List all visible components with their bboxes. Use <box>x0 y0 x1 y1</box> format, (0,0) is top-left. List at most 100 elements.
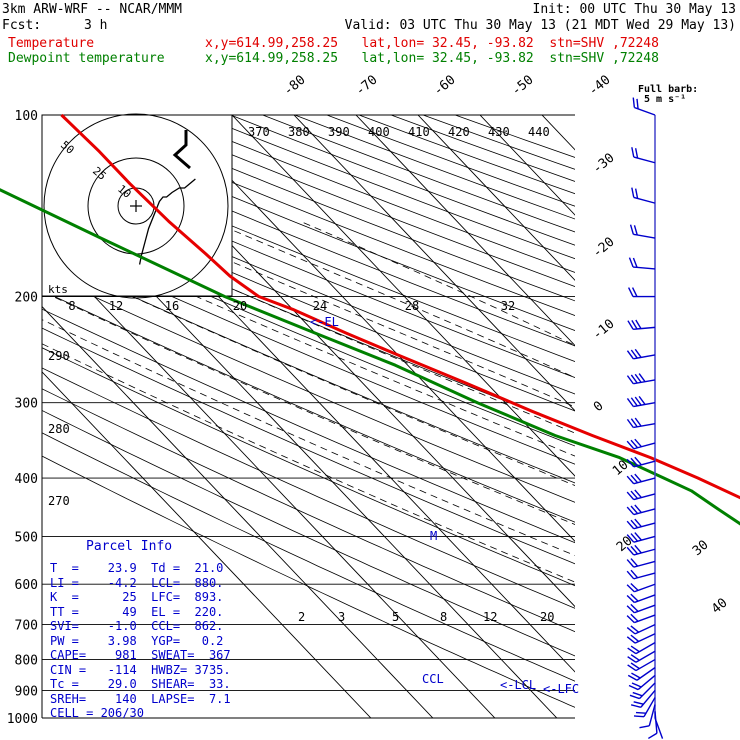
wind-barb-feather <box>626 534 635 543</box>
wind-barb <box>626 417 656 429</box>
parcel-info-row: SREH= 140 LAPSE= 7.1 <box>50 691 231 706</box>
pressure-tick-label: 800 <box>15 654 38 669</box>
wind-barb-feather <box>634 438 642 448</box>
dry-adiabat <box>42 327 575 565</box>
wind-barb-feather <box>635 319 642 329</box>
wind-barb <box>629 682 656 700</box>
wind-barb-feather <box>630 545 639 555</box>
wind-barb <box>627 658 656 672</box>
wind-barb-feather <box>636 98 639 109</box>
barb-note-title: Full barb: <box>638 84 699 95</box>
wind-barb <box>627 319 656 330</box>
parcel-info-row: T = 23.9 Td = 21.0 <box>50 561 224 575</box>
wind-barb-feather <box>626 375 634 385</box>
dry-adiabat <box>42 432 575 682</box>
dry-adiabat <box>455 115 575 158</box>
wind-barb <box>626 593 656 604</box>
barb-note-unit: 5 m s⁻¹ <box>644 94 687 105</box>
wind-barb-feather <box>630 654 640 661</box>
dry-adiabat <box>42 308 575 544</box>
wind-barb <box>632 97 656 116</box>
wind-barb-feather <box>626 418 634 428</box>
isotherm-label: -70 <box>353 72 381 99</box>
wind-barb <box>626 395 656 408</box>
speed-axis-label: 24 <box>313 299 327 313</box>
wind-barb-feather <box>626 570 635 580</box>
wind-barb-feather <box>626 458 635 468</box>
wind-barb-feather <box>635 711 647 714</box>
dry-adiabat <box>42 410 575 657</box>
wind-barb <box>626 504 656 516</box>
wind-barb-feather <box>630 634 640 642</box>
wind-barb <box>626 582 656 593</box>
mixing-ratio-label: 3 <box>338 610 345 624</box>
pressure-tick-label: 400 <box>15 472 38 487</box>
wind-barb-feather <box>630 474 639 484</box>
wind-barb-feather <box>626 506 635 516</box>
isotherm <box>355 115 575 347</box>
hodograph-trace <box>138 178 196 265</box>
wind-barb-feather <box>633 701 644 705</box>
wind-barb <box>626 544 656 556</box>
pressure-tick-label: 500 <box>15 530 38 545</box>
wind-barb-feather <box>630 569 639 579</box>
mixing-ratio-label: 5 <box>392 610 399 624</box>
wind-barb-feather <box>630 603 639 612</box>
dry-adiabat <box>42 367 575 609</box>
parcel-info-row: Tc = 29.0 SHEAR= 33. <box>50 677 231 691</box>
wind-barb-feather <box>626 594 635 603</box>
wind-barb-feather <box>630 704 642 708</box>
level-marker: CCL <box>422 672 444 686</box>
wind-barb-feather <box>626 398 634 407</box>
isotherm-label: -20 <box>590 234 618 261</box>
wind-barb <box>626 518 656 530</box>
wind-barb-feather <box>634 396 642 406</box>
wind-barb-feather <box>633 715 645 718</box>
wind-barb-feather <box>632 257 638 268</box>
wind-barb <box>626 613 656 624</box>
wind-barb-feather <box>630 645 640 653</box>
init-time: Init: 00 UTC Thu 30 May 13 <box>532 2 737 17</box>
theta-label: 370 <box>248 125 270 139</box>
wind-barb-feather <box>634 456 642 466</box>
isotherm <box>728 115 740 718</box>
pressure-tick-label: 600 <box>15 578 38 593</box>
hodograph-upper-trace <box>172 130 191 170</box>
wind-barb-feather <box>626 475 635 485</box>
forecast-label: Fcst: <box>2 18 42 33</box>
wind-barb <box>631 187 656 204</box>
wind-barb <box>628 674 656 691</box>
wind-barb-feather <box>626 615 635 624</box>
wind-barb-feather <box>628 257 634 268</box>
wind-barb-feather <box>629 694 640 700</box>
wind-barb-feather <box>631 319 638 330</box>
wind-barb-feather <box>633 225 638 236</box>
wind-barb-feather <box>632 691 643 697</box>
theta-label: 440 <box>528 125 550 139</box>
wind-barb <box>626 489 656 501</box>
moist-adiabat <box>299 220 575 346</box>
wind-barb-feather <box>626 350 634 360</box>
dry-adiabat <box>42 388 575 633</box>
wind-barb-feather <box>647 732 658 740</box>
pressure-tick-label: 1000 <box>7 712 38 727</box>
wind-barb-feather <box>626 605 635 614</box>
dry-adiabat <box>42 221 575 447</box>
wind-barb <box>633 697 656 718</box>
mixing-ratio-label: 8 <box>440 610 447 624</box>
wind-barb-feather <box>631 187 635 198</box>
wind-barb-feather <box>630 439 639 449</box>
isotherm <box>42 371 372 718</box>
wind-barb <box>627 667 656 681</box>
wind-barb-feather <box>630 662 640 670</box>
wind-barb-feather <box>634 518 642 528</box>
wind-barb <box>626 623 656 635</box>
parcel-info-row: PW = 3.98 YGP= 0.2 <box>50 633 224 648</box>
parcel-info-row: CAPE= 981 SWEAT= 367 <box>50 648 231 662</box>
wind-barb-feather <box>634 348 642 358</box>
hodograph-unit: kts <box>48 283 68 296</box>
isotherm-label: -30 <box>590 150 618 177</box>
isotherm <box>293 115 575 412</box>
